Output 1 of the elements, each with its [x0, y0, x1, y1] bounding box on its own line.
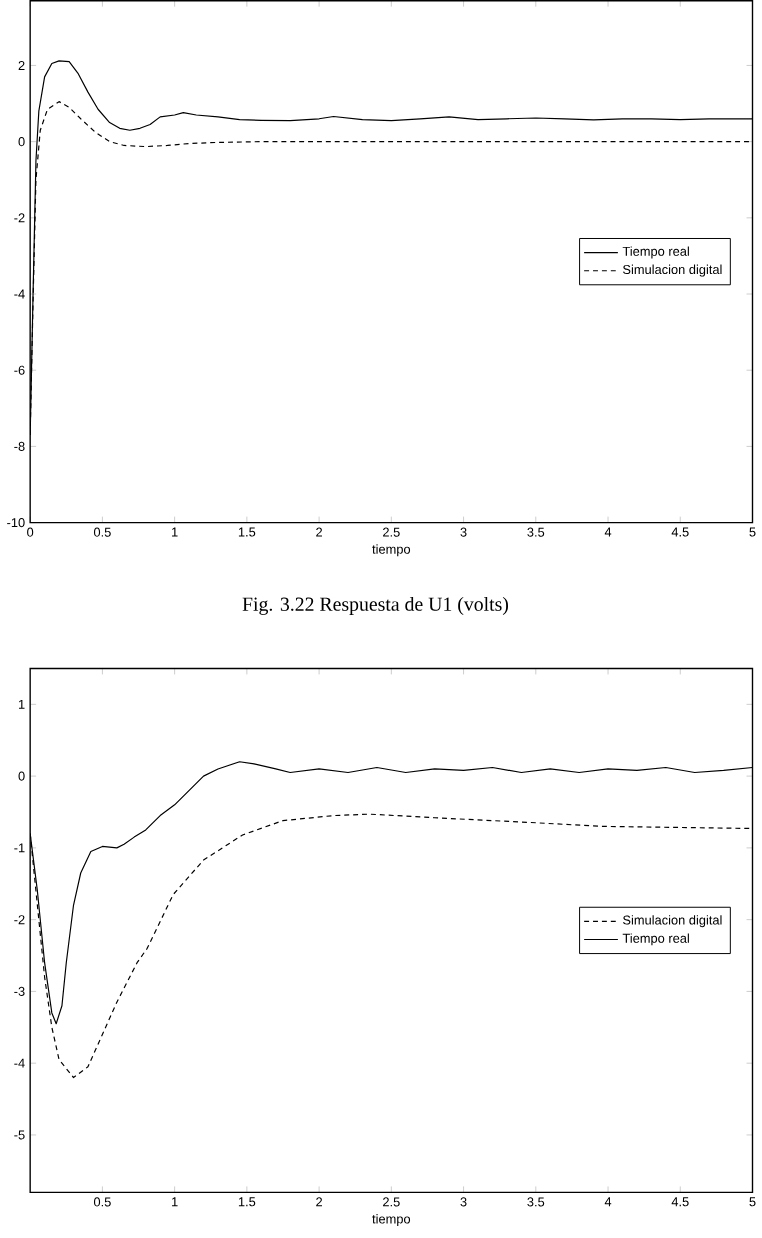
caption: Fig. 3.22 Respuesta de U1 (volts)	[242, 596, 508, 615]
